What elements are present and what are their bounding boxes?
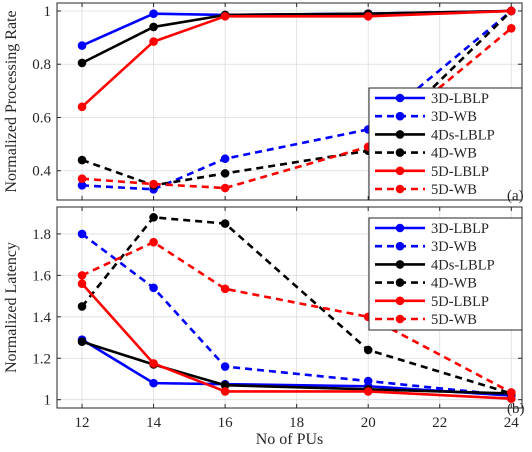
legend-entry-label: 3D-LBLP [431,221,489,237]
data-point-4ds-lblp [220,380,230,390]
legend-swatch-marker [395,111,405,121]
data-point-5d-lblp [506,6,516,16]
data-point-3d-wb [220,362,230,371]
legend-entry-label: 4D-WB [431,276,477,292]
y-axis-label: Normalized Processing Rate [3,10,20,192]
y-tick-label: 0.8 [32,57,51,73]
data-point-5d-wb [77,174,87,184]
legend-entry-label: 5D-LBLP [431,164,489,180]
data-point-3d-wb [363,376,373,386]
y-tick-label: 1.8 [32,227,51,243]
legend-swatch-marker [395,148,405,157]
x-axis-label: No of PUs [256,431,324,448]
x-tick-label: 22 [432,415,447,431]
data-point-4d-wb [77,155,87,165]
data-point-4ds-lblp [77,58,87,68]
data-point-5d-lblp [220,387,230,396]
legend-entry-label: 4Ds-LBLP [431,127,495,143]
data-point-5d-lblp [77,102,87,112]
x-tick-label: 12 [75,415,90,431]
data-point-5d-wb [149,237,158,247]
data-point-4d-wb [77,302,87,311]
panel-label: (a) [507,188,524,204]
legend-swatch-marker [395,314,405,324]
y-axis-label: Normalized Latency [3,242,20,373]
y-tick-label: 1.6 [32,268,51,284]
data-point-3d-wb [220,154,230,164]
data-point-5d-lblp [149,37,158,46]
series-line-5d-wb [81,240,512,394]
panel-label: (b) [507,401,525,417]
data-point-5d-lblp [506,394,516,403]
legend-swatch-marker [395,223,405,233]
data-point-5d-wb [77,271,87,280]
y-tick-label: 1 [44,4,52,20]
data-point-4d-wb [363,345,373,355]
legend-swatch-marker [395,278,405,287]
x-tick-label: 14 [146,415,162,431]
data-point-5d-wb [220,284,230,294]
data-point-4ds-lblp [149,22,158,32]
legend: 3D-LBLP 3D-WB 4Ds-LBLP 4D-WB 5D-LBLP 5D-WB [368,87,523,201]
legend-entry-label: 5D-WB [431,182,477,198]
data-point-4d-wb [220,219,230,228]
legend-box [368,217,523,331]
x-tick-label: 24 [504,415,520,431]
data-point-3d-lblp [149,378,158,388]
legend: 3D-LBLP 3D-WB 4Ds-LBLP 4D-WB 5D-LBLP 5D-WB [368,217,523,331]
legend-entry-label: 4Ds-LBLP [431,257,495,273]
chart-panel-a: 0.4 0.6 0.8 1 Normalized Processing Rate 3D-L… [3,2,524,204]
legend-swatch-marker [395,241,405,251]
data-point-5d-wb [220,183,230,193]
data-point-5d-lblp [77,279,87,288]
y-tick-label: 1.4 [32,310,51,326]
data-point-3d-wb [77,181,87,190]
y-tick-label: 0.6 [32,110,51,126]
data-point-5d-wb [506,388,516,397]
y-tick-label: 1.2 [32,351,51,367]
data-point-3d-wb [149,283,158,293]
x-tick-label: 18 [289,415,304,431]
legend-swatch-marker [395,93,405,103]
legend-entry-label: 3D-WB [431,239,477,255]
data-point-4d-wb [220,169,230,178]
data-point-3d-lblp [149,9,158,18]
legend-swatch-marker [395,166,405,176]
legend-entry-label: 5D-WB [431,312,477,328]
data-point-5d-lblp [220,12,230,21]
data-point-5d-lblp [149,359,158,368]
legend-entry-label: 3D-WB [431,109,477,125]
x-tick-label: 20 [361,415,376,431]
chart-panel-b: 1 1.2 1.4 1.6 1.8 12 14 16 18 20 22 24 Normalized La… [3,206,525,448]
data-point-5d-wb [149,179,158,189]
data-point-4d-wb [149,213,158,222]
legend-swatch-marker [395,260,405,269]
legend-entry-label: 4D-WB [431,146,477,162]
x-tick-label: 16 [218,415,234,431]
data-point-5d-wb [506,23,516,33]
legend-entry-label: 3D-LBLP [431,91,489,107]
data-point-3d-wb [77,229,87,239]
data-point-3d-lblp [77,41,87,50]
legend-swatch-marker [395,296,405,306]
legend-entry-label: 5D-LBLP [431,294,489,310]
data-point-5d-lblp [363,387,373,396]
legend-swatch-marker [395,130,405,139]
y-tick-label: 1 [44,393,52,409]
y-tick-label: 0.4 [32,164,51,180]
legend-box [368,87,523,201]
legend-swatch-marker [395,184,405,194]
data-point-4ds-lblp [77,337,87,346]
data-point-5d-lblp [363,12,373,21]
